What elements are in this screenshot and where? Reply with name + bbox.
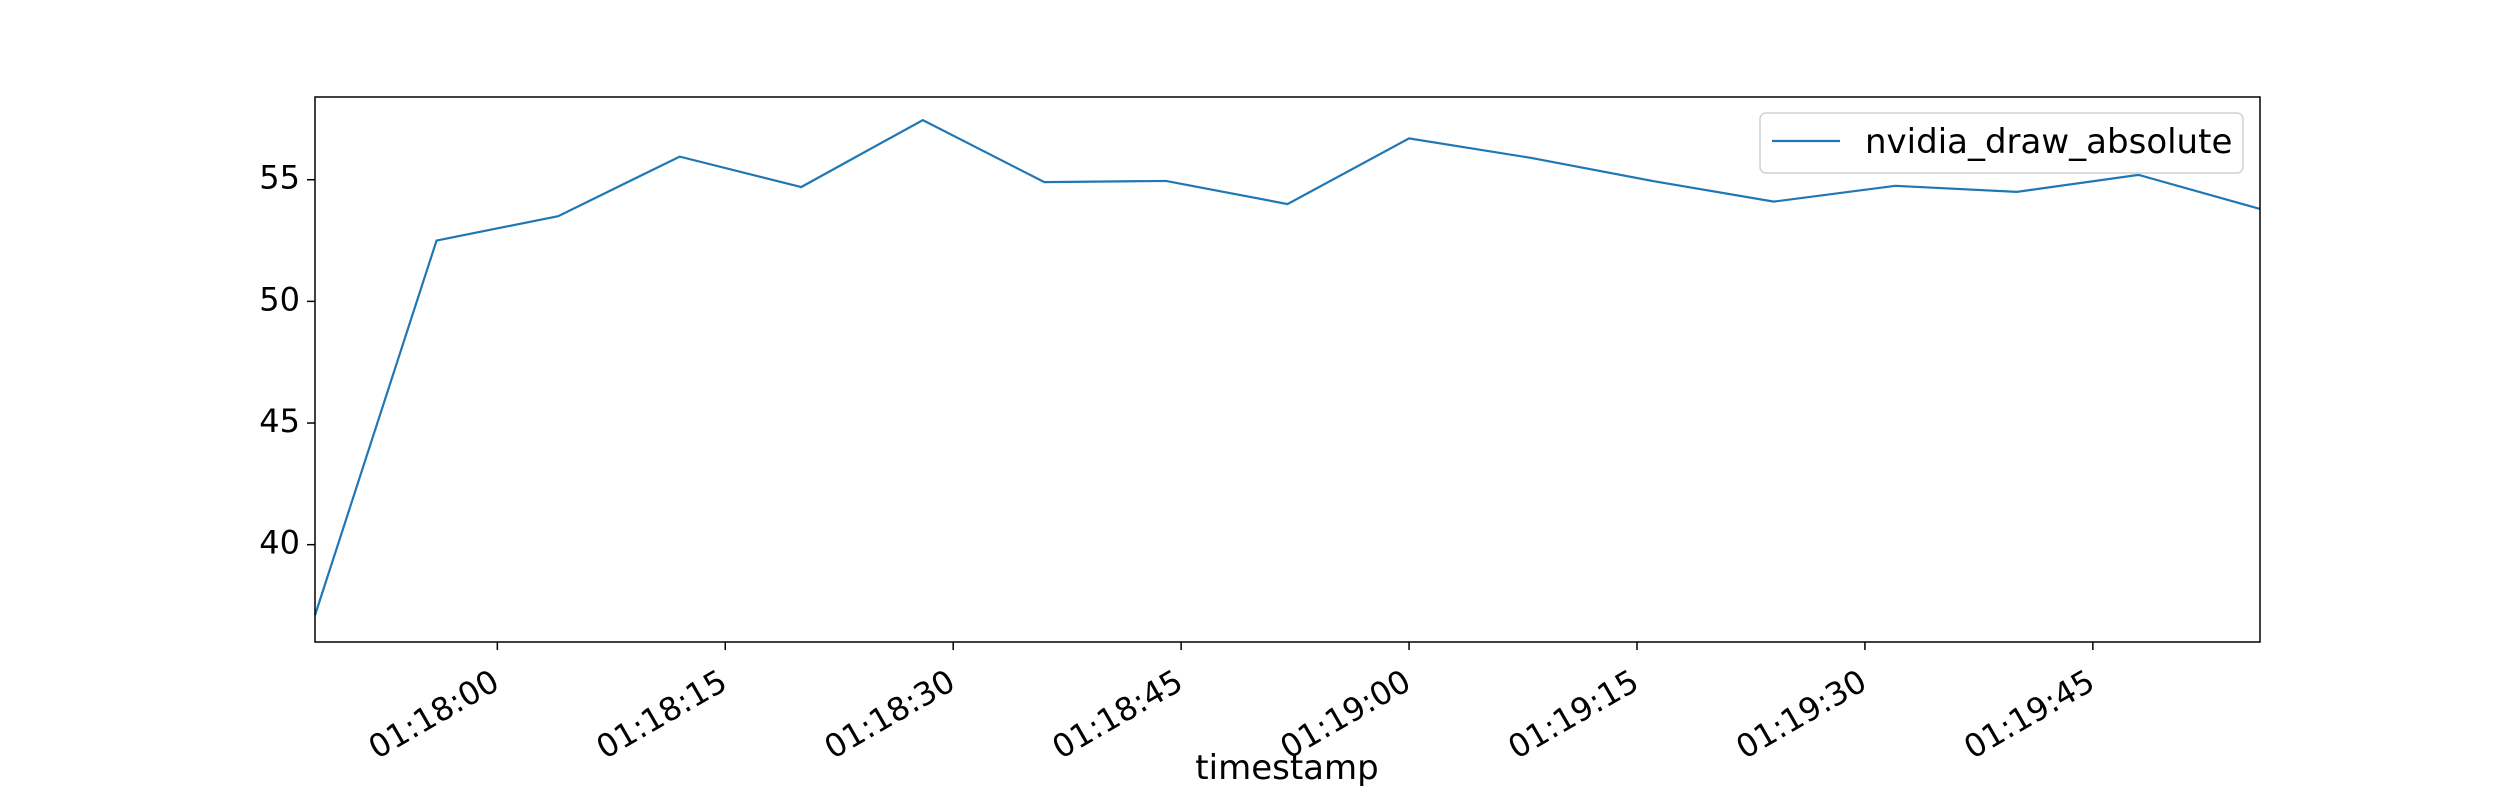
x-tick-label-6: 01:19:30 [1729,662,1872,767]
x-tick-label-1: 01:18:15 [590,662,733,767]
plot-frame [314,96,2261,643]
plot-area [315,97,2260,642]
y-tick-label-1: 45 [259,402,300,440]
x-tick-label-5: 01:19:15 [1502,662,1645,767]
legend: nvidia_draw_absolute [1759,112,2244,174]
x-axis-label: timestamp [1195,748,1378,788]
x-tick-label-7: 01:19:45 [1957,662,2100,767]
y-tick-label-2: 50 [259,280,300,318]
x-tick-label-0: 01:18:00 [362,662,505,767]
y-tick-layer: 40 45 50 55 [259,159,315,562]
y-tick-label-3: 55 [259,159,300,197]
series-line-0 [313,118,2261,616]
legend-label: nvidia_draw_absolute [1865,122,2232,162]
series-layer [313,118,2261,616]
legend-box [1759,112,2244,174]
x-tick-label-2: 01:18:30 [818,662,961,767]
x-tick-label-3: 01:18:45 [1046,662,1189,767]
y-tick-label-0: 40 [259,524,300,562]
